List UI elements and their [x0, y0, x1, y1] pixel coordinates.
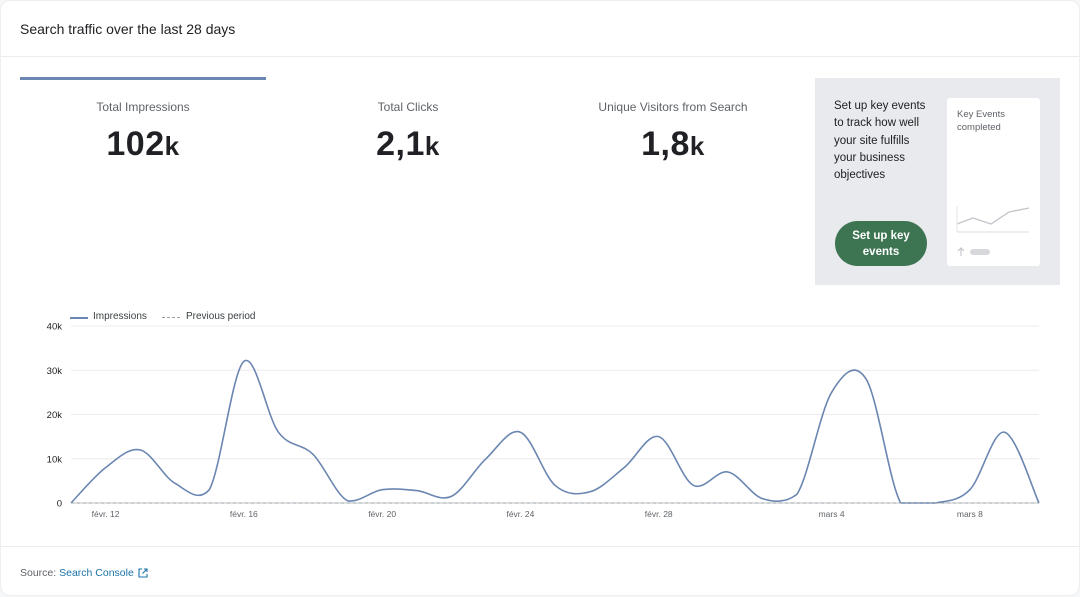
- y-tick-label: 20k: [47, 410, 63, 421]
- y-tick-label: 40k: [47, 322, 63, 333]
- metric-label: Total Impressions: [96, 100, 190, 114]
- external-link-icon: [138, 568, 148, 578]
- card-footer: Source: Search Console: [1, 546, 1079, 597]
- source-label: Source:: [20, 567, 57, 579]
- y-tick-label: 0: [57, 499, 62, 510]
- legend-swatch-solid: [70, 317, 88, 319]
- metric-label: Total Clicks: [377, 100, 439, 114]
- legend-swatch-dashed: [162, 317, 180, 318]
- metric-value: 102k: [106, 125, 180, 163]
- series-line-impressions: [70, 359, 1040, 504]
- x-tick-label: mars 8: [957, 509, 983, 519]
- x-tick-label: févr. 28: [645, 509, 673, 519]
- card-header: Search traffic over the last 28 days: [1, 1, 1079, 57]
- metric-tab-clicks[interactable]: Total Clicks 2,1k: [285, 77, 531, 277]
- preview-value-placeholder: [970, 249, 990, 255]
- source-attribution: Source: Search Console: [20, 567, 148, 579]
- set-up-key-events-button[interactable]: Set up key events: [835, 221, 927, 266]
- preview-sparkline: [956, 206, 1030, 233]
- search-console-link[interactable]: Search Console: [59, 567, 148, 579]
- metric-label: Unique Visitors from Search: [598, 100, 748, 114]
- y-tick-label: 30k: [47, 366, 63, 377]
- key-events-promo: Set up key events to track how well your…: [815, 78, 1060, 285]
- chart-grid: [71, 325, 1039, 504]
- metric-value: 1,8k: [641, 125, 705, 163]
- legend-label: Impressions: [93, 311, 147, 322]
- metric-value: 2,1k: [376, 125, 440, 163]
- chart-series: [70, 359, 1040, 504]
- metric-tab-impressions[interactable]: Total Impressions 102k: [20, 77, 266, 277]
- x-tick-label: mars 4: [819, 509, 845, 519]
- x-tick-label: févr. 12: [92, 509, 120, 519]
- metric-tab-unique-visitors[interactable]: Unique Visitors from Search 1,8k: [550, 77, 796, 277]
- key-events-preview: Key Events completed: [947, 98, 1040, 266]
- active-tab-indicator: [20, 77, 266, 80]
- y-axis-ticks: 0 10k 20k 30k 40k: [47, 322, 63, 510]
- arrow-up-icon: [957, 247, 965, 256]
- x-tick-label: févr. 20: [368, 509, 396, 519]
- x-tick-label: févr. 24: [506, 509, 534, 519]
- card-title: Search traffic over the last 28 days: [20, 21, 236, 37]
- x-axis-ticks: févr. 12 févr. 16 févr. 20 févr. 24 févr. 28…: [92, 509, 983, 519]
- y-tick-label: 10k: [47, 454, 63, 465]
- legend-label: Previous period: [186, 311, 256, 322]
- preview-title: Key Events completed: [957, 109, 1006, 133]
- x-tick-label: févr. 16: [230, 509, 258, 519]
- promo-text: Set up key events to track how well your…: [834, 100, 926, 182]
